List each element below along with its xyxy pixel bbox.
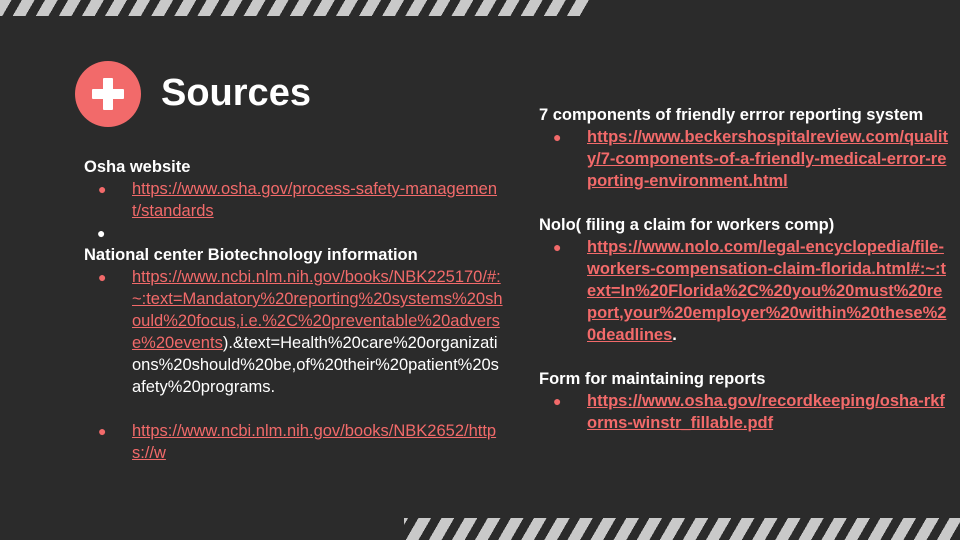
ncbi-link-2[interactable]: https://www.ncbi.nlm.nih.gov/books/NBK26… [132,422,497,462]
bullet-dot-icon: ● [98,423,107,439]
osha-heading: Osha website [84,158,191,176]
ncbi-link-1[interactable]: https://www.ncbi.nlm.nih.gov/books/NBK22… [132,268,503,352]
left-column: Osha website ● https://www.osha.gov/proc… [84,156,504,464]
page-title: Sources [161,72,311,114]
plus-icon [75,61,141,127]
right-column: 7 components of friendly errror reportin… [539,104,949,434]
ncbi-link-1-tail: ).&text=Health%20care%20organizations%20… [132,334,499,396]
list-item: ● https://www.osha.gov/process-safety-ma… [84,178,504,222]
nolo-link[interactable]: https://www.nolo.com/legal-encyclopedia/… [587,238,947,344]
form-heading: Form for maintaining reports [539,370,766,388]
bullet-dot-icon: ● [97,225,106,241]
list-item: ● https://www.osha.gov/recordkeeping/osh… [539,390,949,434]
nolo-heading: Nolo( filing a claim for workers comp) [539,216,835,234]
list-item: ● https://www.beckershospitalreview.com/… [539,126,949,192]
list-item: ● https://www.ncbi.nlm.nih.gov/books/NBK… [84,266,504,398]
empty-bullet: ● [84,222,504,244]
form-link[interactable]: https://www.osha.gov/recordkeeping/osha-… [587,392,945,432]
bullet-dot-icon: ● [553,129,562,145]
beckers-heading: 7 components of friendly errror reportin… [539,106,924,124]
osha-link[interactable]: https://www.osha.gov/process-safety-mana… [132,180,498,220]
list-item: ● https://www.nolo.com/legal-encyclopedi… [539,236,949,346]
bullet-dot-icon: ● [98,269,107,285]
list-item: ● https://www.ncbi.nlm.nih.gov/books/NBK… [84,420,504,464]
nolo-link-tail: . [672,326,677,344]
top-stripe-decoration [0,0,590,16]
bullet-dot-icon: ● [98,181,107,197]
bullet-dot-icon: ● [553,239,562,255]
beckers-link[interactable]: https://www.beckershospitalreview.com/qu… [587,128,948,190]
bottom-stripe-decoration [404,518,960,540]
bullet-dot-icon: ● [553,393,562,409]
ncbi-heading: National center Biotechnology informatio… [84,246,418,264]
